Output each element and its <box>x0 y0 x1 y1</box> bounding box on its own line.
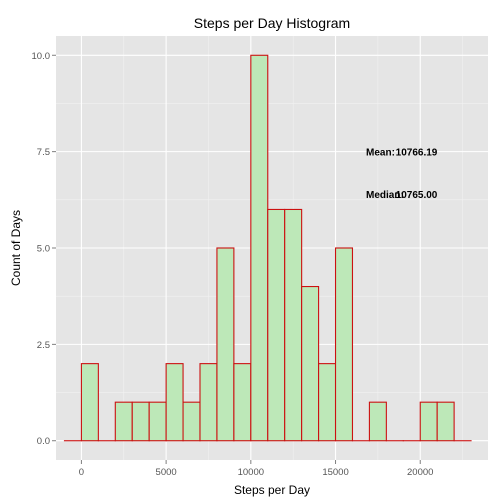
x-tick-label: 10000 <box>238 467 264 478</box>
histogram-bar <box>182 401 201 442</box>
x-axis-ticks: 0 5000 10000 15000 20000 <box>79 460 433 478</box>
y-axis-ticks: 0.0 2.5 5.0 7.5 10.0 <box>32 51 56 447</box>
histogram-bars <box>63 54 472 442</box>
histogram-bar <box>318 363 337 442</box>
x-tick-label: 15000 <box>322 467 348 478</box>
x-tick-label: 20000 <box>407 467 433 478</box>
histogram-bar <box>233 363 252 442</box>
histogram-bar <box>216 247 235 442</box>
histogram-bar <box>148 401 167 442</box>
y-tick-label: 7.5 <box>37 147 50 158</box>
mean-label: Mean: <box>366 148 395 159</box>
y-tick-label: 2.5 <box>37 340 50 351</box>
median-label: Median: <box>366 190 404 201</box>
x-tick-label: 5000 <box>156 467 177 478</box>
histogram-bar <box>131 401 150 442</box>
y-tick-label: 0.0 <box>37 436 50 447</box>
histogram-bar <box>368 401 387 442</box>
histogram-bar <box>436 401 455 442</box>
histogram-bar <box>199 363 218 442</box>
y-tick-label: 10.0 <box>32 51 51 62</box>
histogram-bar <box>165 363 184 442</box>
y-axis-title: Count of Days <box>9 210 23 286</box>
histogram-bar <box>267 208 286 442</box>
histogram-bar <box>80 363 99 442</box>
y-tick-label: 5.0 <box>37 244 50 255</box>
histogram-bar <box>334 247 354 442</box>
chart-title: Steps per Day Histogram <box>194 15 350 31</box>
histogram-bar <box>114 401 133 442</box>
histogram-bar <box>301 285 320 442</box>
histogram-bar <box>250 54 269 442</box>
stat-annotations: Mean: 10766.19 Median: 10765.00 <box>366 148 438 201</box>
median-value: 10765.00 <box>396 190 438 201</box>
histogram-bar <box>284 208 303 442</box>
mean-value: 10766.19 <box>396 148 438 159</box>
x-tick-label: 0 <box>79 467 84 478</box>
x-axis-title: Steps per Day <box>234 483 310 497</box>
histogram-bar <box>419 401 438 442</box>
